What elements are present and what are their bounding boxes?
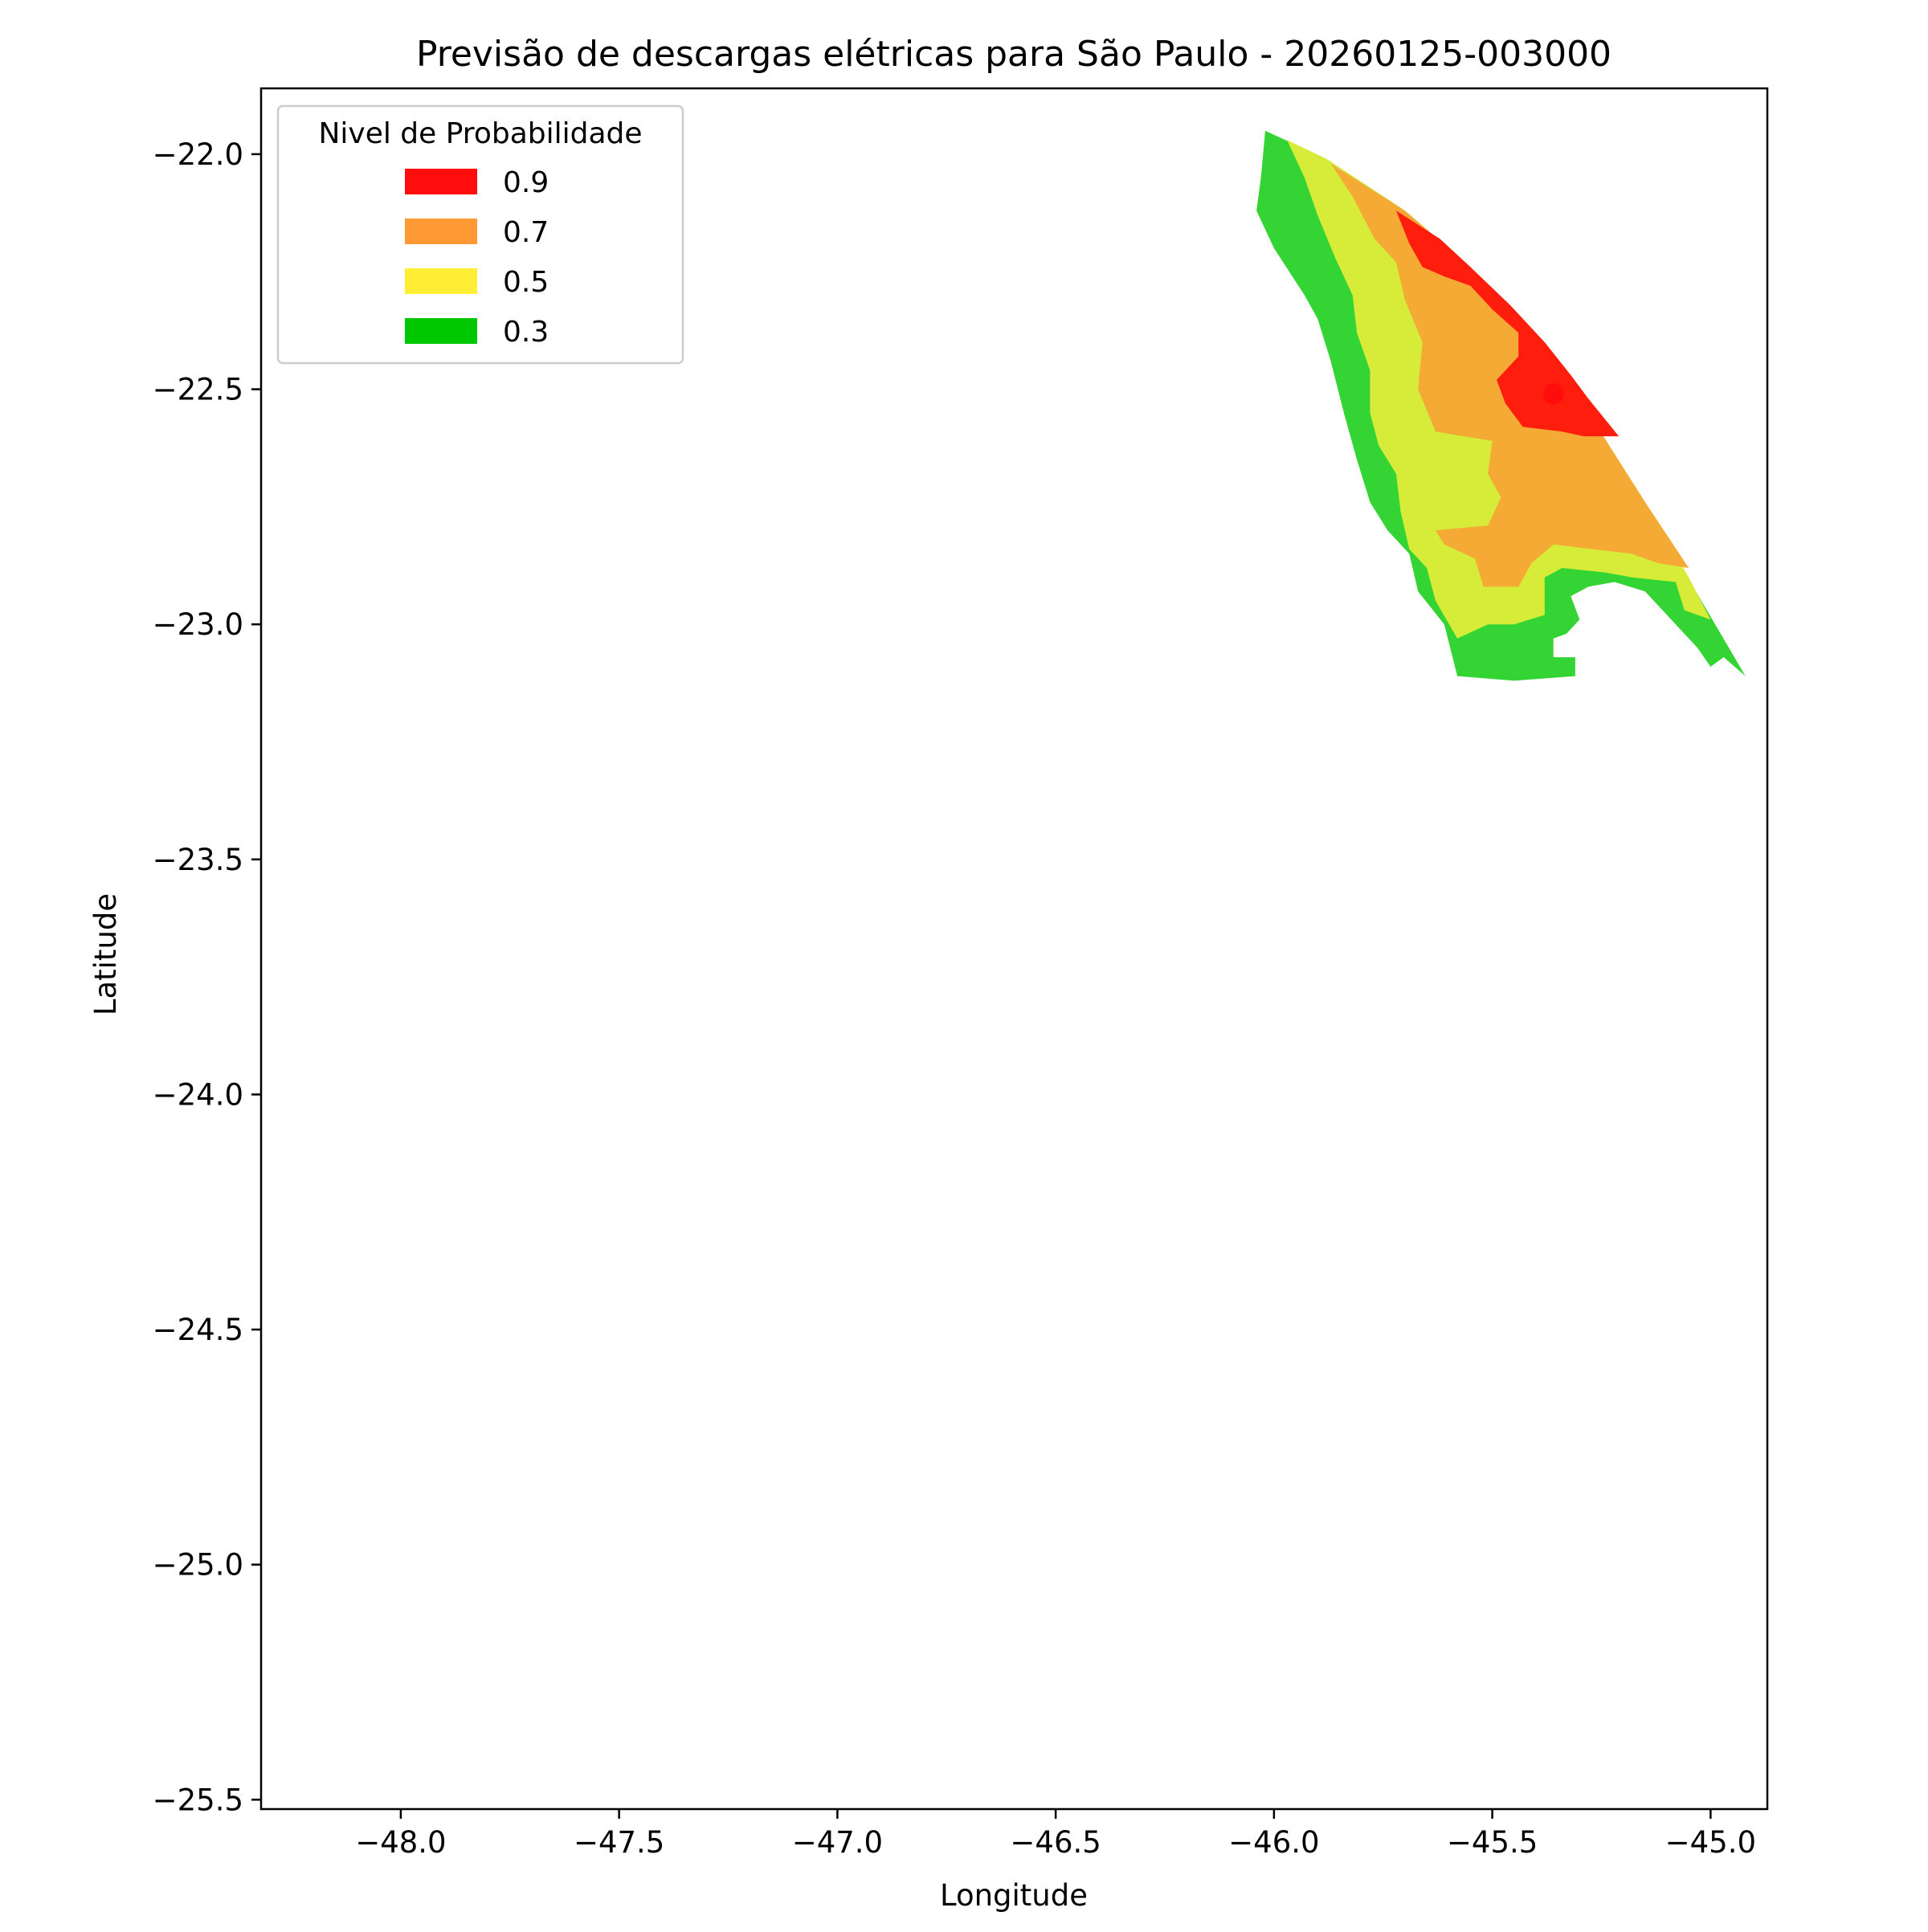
x-tick-label: −47.0 — [792, 1825, 883, 1860]
y-tick-label: −25.0 — [153, 1548, 243, 1583]
legend-label-0-7: 0.7 — [503, 216, 549, 249]
marker-point — [1542, 383, 1564, 405]
x-tick-label: −48.0 — [355, 1825, 446, 1860]
legend-entries: 0.9 0.7 0.5 0.3 — [405, 166, 549, 349]
y-tick-label: −25.5 — [153, 1783, 243, 1817]
x-tick-label: −46.0 — [1228, 1825, 1319, 1860]
plot-frame — [259, 87, 1769, 1811]
x-axis-label: Longitude — [940, 1878, 1088, 1913]
legend-swatch-0-7 — [405, 219, 477, 244]
legend-swatch-0-5 — [405, 268, 477, 294]
y-tick-label: −24.5 — [153, 1313, 243, 1347]
legend: Nivel de Probabilidade 0.9 0.7 0.5 0.3 — [276, 104, 684, 365]
x-axis: −48.0 −47.5 −47.0 −46.5 −46.0 −45.5 −45.0 — [355, 1809, 1756, 1860]
legend-label-0-3: 0.3 — [503, 316, 549, 349]
legend-title: Nivel de Probabilidade — [318, 117, 642, 150]
x-tick-label: −47.5 — [574, 1825, 664, 1860]
region-level-0-9 — [1396, 210, 1620, 437]
y-axis-label: Latitude — [88, 893, 123, 1015]
x-tick-label: −45.5 — [1447, 1825, 1538, 1860]
y-tick-label: −22.0 — [153, 137, 243, 172]
plot-area — [1256, 130, 1746, 681]
legend-box — [276, 104, 684, 365]
legend-label-0-5: 0.5 — [503, 266, 549, 299]
y-tick-label: −23.5 — [153, 843, 243, 877]
legend-label-0-9: 0.9 — [503, 166, 549, 199]
chart-title: Previsão de descargas elétricas para São… — [416, 34, 1611, 75]
y-tick-label: −22.5 — [153, 373, 243, 407]
markers-layer — [1542, 383, 1564, 405]
x-tick-label: −45.0 — [1665, 1825, 1756, 1860]
y-tick-label: −24.0 — [153, 1077, 243, 1112]
probability-regions — [1256, 130, 1746, 681]
y-axis: −22.0 −22.5 −23.0 −23.5 −24.0 −24.5 −25.0 −25.5 — [153, 137, 261, 1817]
y-tick-label: −23.0 — [153, 607, 243, 642]
legend-swatch-0-3 — [405, 318, 477, 344]
x-tick-label: −46.5 — [1010, 1825, 1101, 1860]
legend-swatch-0-9 — [405, 169, 477, 194]
